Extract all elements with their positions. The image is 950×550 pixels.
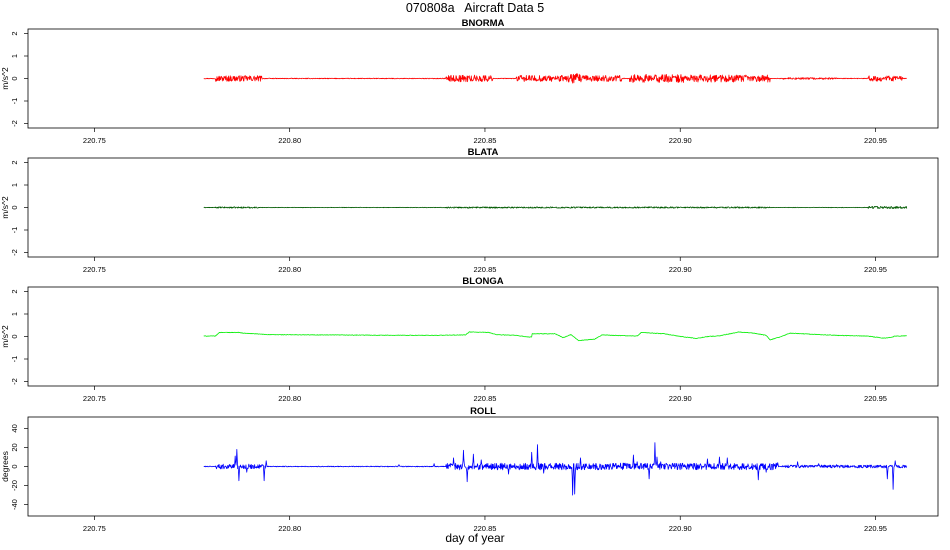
y-tick-label: 0 (10, 205, 19, 209)
x-tick-label: 220.95 (864, 524, 887, 533)
y-tick-label: 20 (10, 443, 19, 451)
x-tick-label: 220.75 (83, 136, 106, 145)
x-tick-label: 220.90 (669, 136, 692, 145)
y-tick-label: -2 (10, 249, 19, 256)
y-tick-label: -1 (10, 227, 19, 234)
y-tick-label: 2 (10, 160, 19, 164)
x-tick-label: 220.85 (473, 265, 496, 274)
panel-0: BNORMA m/s^2 -2 -1 0 1 2 220.75 220.80 220.85 220.… (0, 18, 939, 145)
y-tick-label: 0 (10, 334, 19, 338)
y-tick-label: -20 (10, 480, 19, 491)
y-tick-label: -1 (10, 98, 19, 105)
y-tick-label: 0 (10, 76, 19, 80)
series-line (203, 73, 907, 84)
y-axis-label: m/s^2 (0, 67, 10, 90)
y-tick-label: 1 (10, 183, 19, 187)
x-tick-label: 220.90 (669, 394, 692, 403)
y-axis-label: degrees (0, 451, 10, 482)
panel-title: BLATA (468, 147, 499, 158)
x-tick-label: 220.90 (669, 524, 692, 533)
y-axis-label: m/s^2 (0, 325, 10, 348)
plot-frame (27, 157, 939, 258)
x-tick-label: 220.80 (278, 524, 301, 533)
x-tick-label: 220.75 (83, 524, 106, 533)
panel-title: BLONGA (462, 276, 503, 287)
panel-3: ROLL degrees -40 -20 0 20 40 220.75 220.80 220.85… (0, 406, 939, 533)
x-tick-label: 220.75 (83, 265, 106, 274)
x-tick-label: 220.80 (278, 265, 301, 274)
y-tick-label: -2 (10, 120, 19, 127)
series-line (203, 442, 908, 496)
x-tick-label: 220.80 (278, 394, 301, 403)
x-tick-label: 220.95 (864, 265, 887, 274)
y-tick-label: -40 (10, 499, 19, 510)
x-tick-label: 220.95 (864, 136, 887, 145)
plot-frame (27, 416, 939, 517)
x-tick-label: 220.85 (473, 524, 496, 533)
x-axis-title: day of year (445, 531, 505, 545)
panel-title: BNORMA (462, 18, 505, 29)
y-tick-label: 1 (10, 54, 19, 58)
y-tick-label: 2 (10, 31, 19, 35)
panel-title: ROLL (470, 406, 496, 417)
x-tick-label: 220.85 (473, 394, 496, 403)
series-line (203, 205, 908, 209)
y-tick-label: 40 (10, 424, 19, 432)
plot-frame (27, 28, 939, 129)
y-axis-label: m/s^2 (0, 196, 10, 219)
main-title: 070808a Aircraft Data 5 (405, 1, 545, 15)
x-tick-label: 220.90 (669, 265, 692, 274)
y-tick-label: -2 (10, 378, 19, 385)
series-line (203, 331, 907, 342)
x-tick-label: 220.95 (864, 394, 887, 403)
y-tick-label: -1 (10, 356, 19, 363)
x-tick-label: 220.80 (278, 136, 301, 145)
y-tick-label: 2 (10, 289, 19, 293)
y-tick-label: 1 (10, 312, 19, 316)
x-tick-label: 220.85 (473, 136, 496, 145)
panel-1: BLATA m/s^2 -2 -1 0 1 2 220.75 220.80 220.85 220.9… (0, 147, 939, 274)
panel-2: BLONGA m/s^2 -2 -1 0 1 2 220.75 220.80 220.85 220.… (0, 276, 939, 403)
x-tick-label: 220.75 (83, 394, 106, 403)
y-tick-label: 0 (10, 464, 19, 468)
plot-frame (27, 286, 939, 387)
